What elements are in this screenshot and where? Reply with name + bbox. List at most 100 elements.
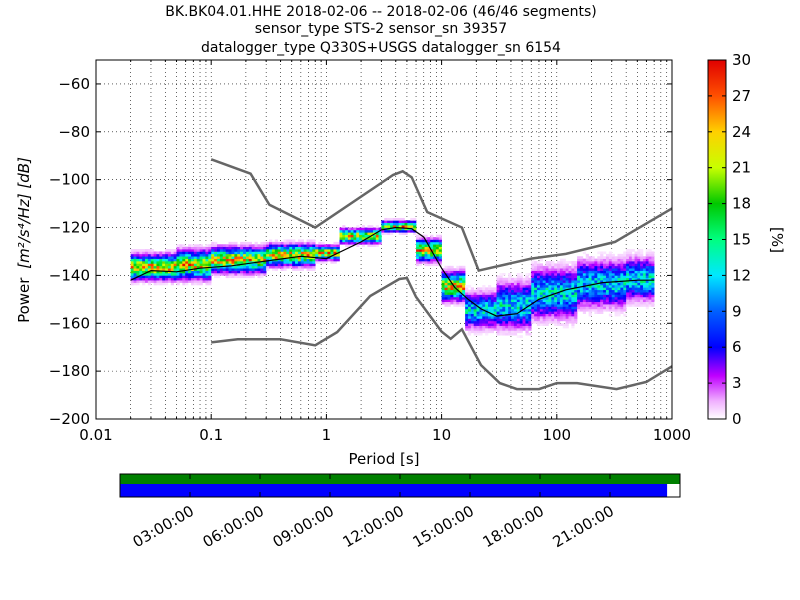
density-cell: [539, 270, 544, 274]
density-cell: [479, 292, 483, 295]
density-cell: [562, 261, 566, 264]
density-cell: [513, 318, 518, 322]
density-cell: [347, 239, 351, 243]
density-cell: [577, 263, 581, 267]
density-cell: [597, 256, 601, 259]
density-cell: [542, 273, 546, 276]
density-cell: [511, 323, 515, 326]
density-cell: [289, 241, 293, 245]
density-cell: [130, 253, 134, 257]
timeline-tick-label: 03:00:00: [130, 502, 197, 551]
density-cell: [216, 263, 221, 267]
density-cell: [585, 284, 589, 288]
density-cell: [600, 268, 604, 271]
density-cell: [651, 265, 655, 269]
density-cell: [260, 273, 264, 276]
density-cell: [600, 263, 604, 267]
density-cell: [465, 299, 469, 303]
density-cell: [476, 294, 480, 298]
density-cell: [617, 263, 621, 267]
density-cell: [536, 316, 541, 319]
density-cell: [384, 225, 388, 228]
density-cell: [562, 277, 566, 281]
density-cell: [199, 251, 203, 255]
density-cell: [554, 308, 558, 312]
density-cell: [637, 275, 641, 279]
density-cell: [536, 275, 541, 279]
density-cell: [508, 320, 512, 324]
density-cell: [286, 261, 290, 264]
density-cell: [303, 258, 307, 262]
density-cell: [505, 301, 509, 305]
density-cell: [199, 261, 203, 264]
density-cell: [645, 282, 649, 286]
density-cell: [418, 261, 423, 264]
density-cell: [571, 282, 575, 286]
density-cell: [219, 244, 224, 247]
density-cell: [176, 261, 180, 264]
density-cell: [508, 273, 512, 276]
density-cell: [441, 301, 445, 305]
density-cell: [511, 332, 515, 336]
density-cell: [620, 268, 624, 271]
density-cell: [456, 277, 460, 281]
density-cell: [156, 275, 160, 279]
density-cell: [199, 263, 203, 267]
density-cell: [462, 296, 466, 300]
density-cell: [565, 284, 569, 288]
density-cell: [199, 282, 203, 286]
density-cell: [611, 282, 615, 286]
density-cell: [536, 294, 541, 298]
density-cell: [496, 277, 500, 281]
density-cell: [356, 225, 360, 228]
density-cell: [605, 287, 610, 291]
density-cell: [182, 244, 186, 247]
density-cell: [456, 268, 460, 271]
density-cell: [418, 244, 423, 247]
density-cell: [588, 306, 592, 310]
y-axis-label-prefix: Power: [15, 277, 33, 323]
density-cell: [243, 246, 247, 250]
density-cell: [453, 292, 457, 295]
density-cell: [190, 244, 195, 247]
density-cell: [300, 253, 304, 257]
density-cell: [473, 323, 477, 326]
density-cell: [147, 268, 152, 271]
density-cell: [645, 287, 649, 291]
density-cell: [254, 263, 258, 267]
density-cell: [579, 261, 584, 264]
density-cell: [199, 258, 203, 262]
density-cell: [571, 284, 575, 288]
density-cell: [470, 316, 474, 319]
density-cell: [531, 292, 535, 295]
density-cell: [269, 265, 273, 269]
density-cell: [306, 253, 310, 257]
density-cell: [585, 256, 589, 259]
density-cell: [283, 268, 287, 271]
density-cell: [199, 270, 203, 274]
density-cell: [548, 311, 552, 314]
density-cell: [496, 330, 500, 334]
density-cell: [634, 282, 638, 286]
density-cell: [277, 263, 281, 267]
density-cell: [378, 232, 382, 236]
density-cell: [467, 292, 472, 295]
density-cell: [433, 241, 437, 245]
density-cell: [513, 289, 518, 293]
y-tick-label: −200: [49, 410, 90, 428]
density-cell: [240, 246, 244, 250]
density-cell: [251, 256, 255, 259]
density-cell: [295, 263, 299, 267]
density-cell: [525, 320, 529, 324]
density-cell: [214, 268, 218, 271]
density-cell: [289, 246, 293, 250]
density-cell: [297, 256, 302, 259]
density-cell: [631, 268, 635, 271]
y-axis-label: Power [m²/s⁴/Hz] [dB]: [15, 157, 33, 323]
density-cell: [574, 270, 578, 274]
density-cell: [257, 258, 261, 262]
density-cell: [594, 301, 598, 305]
density-cell: [631, 249, 635, 252]
density-cell: [271, 261, 276, 264]
density-cell: [167, 273, 172, 276]
